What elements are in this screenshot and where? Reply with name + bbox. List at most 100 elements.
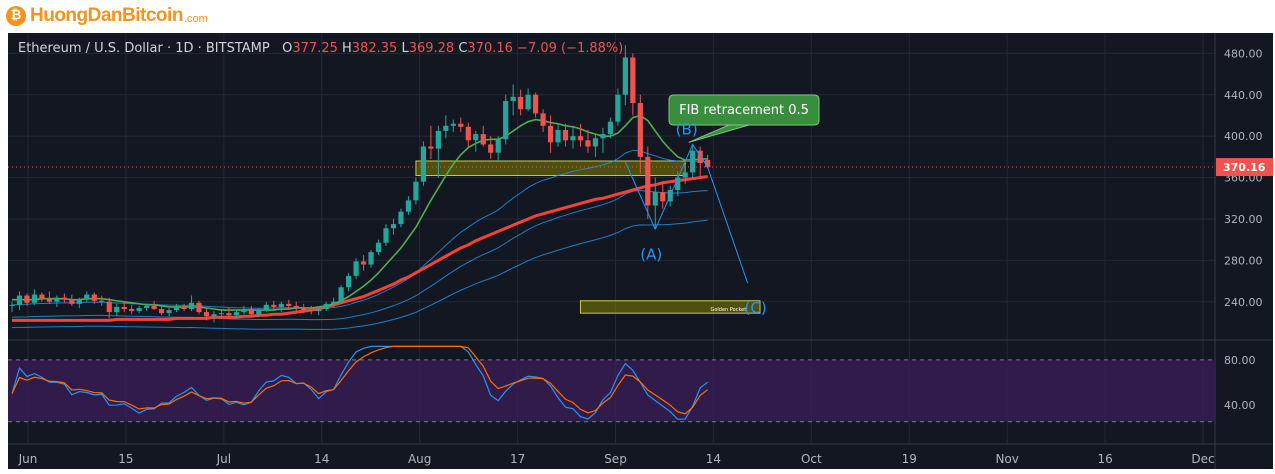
candle-body — [338, 287, 344, 302]
y-tick-label: 480.00 — [1224, 47, 1263, 60]
x-tick-label: Aug — [408, 452, 431, 466]
candle-body — [592, 138, 599, 147]
x-tick-label: Jul — [216, 452, 231, 466]
high-label: H — [342, 41, 352, 56]
candle-body — [473, 134, 479, 141]
candle-body — [46, 298, 52, 302]
x-tick-label: Dec — [1191, 452, 1214, 466]
candle-body — [188, 302, 195, 310]
candle-body — [398, 211, 404, 225]
candle-body — [645, 156, 651, 206]
candle-body — [316, 309, 322, 312]
candle-body — [76, 299, 82, 304]
callout-text: FIB retracement 0.5 — [679, 103, 809, 118]
candle-body — [24, 295, 30, 303]
rsi-k-line — [11, 345, 709, 420]
x-tick-label: 14 — [314, 452, 329, 466]
candle-body — [555, 129, 561, 143]
candle-body — [383, 228, 389, 243]
candle-body — [353, 261, 359, 276]
candle-body — [173, 306, 180, 311]
candle-body — [405, 200, 412, 212]
last-price-label: 370.16 — [1223, 161, 1266, 174]
candle-body — [346, 275, 352, 288]
candle-body — [413, 181, 419, 201]
candle-body — [91, 294, 97, 301]
close-value: 370.16 — [467, 41, 513, 56]
candle-body — [16, 295, 23, 305]
candle-body — [69, 299, 75, 304]
support-zone — [579, 300, 761, 314]
candle-body — [9, 304, 15, 306]
candle-body — [166, 310, 172, 314]
chart-panel[interactable]: Jun 15 Jul 14 Aug 17 Sep 14 Oct 19 Nov 16 Dec 480.00 4… — [8, 33, 1273, 469]
candle-body — [458, 123, 464, 127]
candle-body — [495, 139, 501, 153]
candle-body — [181, 306, 187, 310]
candle-body — [61, 297, 67, 300]
candle-body — [465, 126, 471, 141]
x-tick-label: 17 — [510, 452, 525, 466]
candle-body — [630, 57, 636, 104]
band-line — [11, 149, 708, 309]
high-value: 382.35 — [351, 41, 398, 56]
wave-label-b: (B) — [676, 120, 698, 138]
y-tick-label: 240.00 — [1224, 296, 1263, 309]
rsi-tick-label: 40.00 — [1224, 399, 1256, 412]
candle-body — [144, 305, 150, 308]
band-line — [11, 219, 708, 330]
x-tick-label: 16 — [1097, 452, 1112, 466]
candle-body — [488, 144, 494, 153]
candle-body — [450, 123, 456, 126]
chart-legend: Ethereum / U.S. Dollar · 1D · BITSTAMP O… — [18, 41, 623, 56]
candle-body — [570, 136, 576, 141]
candle-body — [607, 121, 613, 135]
candle-body — [286, 303, 292, 306]
candle-body — [114, 306, 120, 313]
open-value: 377.25 — [292, 41, 338, 56]
x-tick-label: 14 — [706, 452, 721, 466]
candle-body — [248, 309, 254, 315]
candle-body — [510, 96, 516, 101]
candle-body — [54, 297, 60, 302]
candle-body — [121, 306, 127, 310]
logo-suffix: .com — [183, 13, 208, 25]
callout-bubble — [668, 94, 820, 143]
candle-body — [271, 304, 277, 307]
candle-body — [211, 314, 217, 317]
price-chart[interactable]: Jun 15 Jul 14 Aug 17 Sep 14 Oct 19 Nov 16 Dec 480.00 4… — [8, 33, 1273, 469]
x-tick-label: 15 — [118, 452, 133, 466]
moving-average-green — [12, 114, 708, 311]
rsi-d-line — [11, 345, 709, 415]
candle-body — [547, 125, 554, 143]
symbol-title: Ethereum / U.S. Dollar · 1D · BITSTAMP — [18, 41, 270, 56]
candle-body — [622, 57, 628, 95]
candle-body — [615, 94, 621, 122]
open-label: O — [282, 41, 293, 56]
candle-body — [368, 252, 374, 265]
candle-body — [420, 146, 426, 182]
x-tick-label: Oct — [801, 452, 822, 466]
candle-body — [293, 305, 299, 308]
wave-label-c: (C) — [745, 299, 767, 317]
support-zone — [415, 160, 686, 176]
logo-text: HuongDanBitcoin — [30, 5, 183, 26]
last-price-badge — [1216, 158, 1273, 177]
candle-body — [637, 103, 643, 157]
candle-body — [435, 130, 441, 149]
candle-body — [480, 134, 486, 145]
candle-body — [301, 307, 307, 311]
candle-body — [660, 192, 666, 202]
candle-body — [278, 303, 284, 307]
wave-segment — [624, 161, 656, 230]
candle-body — [323, 303, 329, 310]
candle-body — [682, 172, 688, 178]
candle-body — [331, 301, 337, 304]
x-tick-label: 19 — [902, 452, 917, 466]
candle-body — [203, 312, 210, 317]
candle-body — [540, 113, 546, 126]
low-value: 369.28 — [408, 41, 455, 56]
candle-body — [375, 242, 382, 253]
candle-body — [159, 309, 165, 314]
candle-body — [390, 224, 397, 229]
